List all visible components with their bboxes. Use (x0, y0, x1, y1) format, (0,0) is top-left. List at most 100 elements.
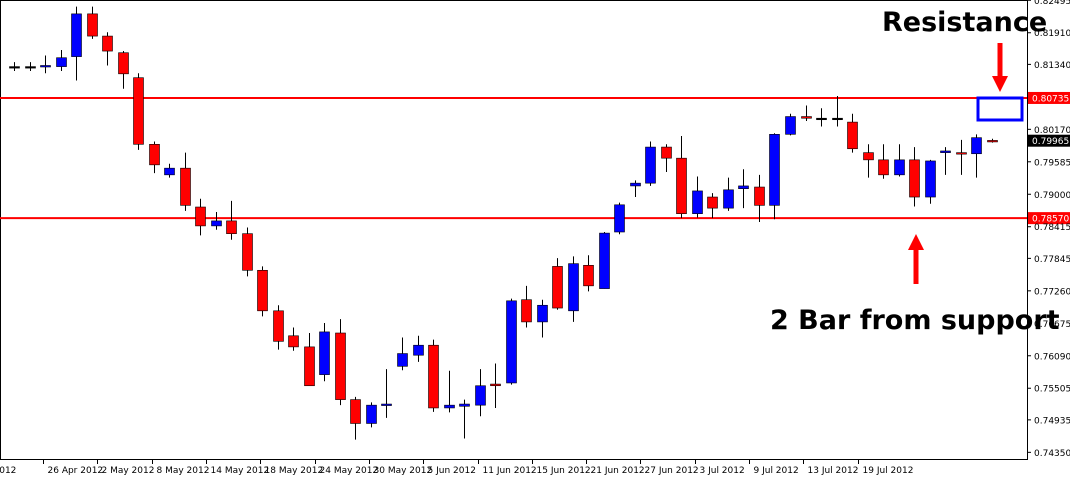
candle (397, 337, 408, 371)
candle (319, 323, 330, 382)
candle-body (397, 353, 408, 367)
y-tick-label: 0.76090 (1034, 352, 1070, 362)
candle-body (863, 152, 874, 161)
candle (723, 177, 734, 211)
candle-body (413, 344, 424, 356)
candle (599, 231, 610, 289)
candle-body (785, 116, 796, 135)
candle-body (149, 144, 160, 166)
candle (180, 152, 191, 211)
y-tick-label: 0.79000 (1034, 191, 1070, 201)
candle-body (444, 404, 455, 409)
candle-body (56, 57, 67, 67)
y-tick-label: 0.79585 (1034, 158, 1070, 168)
candle (413, 335, 424, 362)
candle-body (40, 65, 51, 68)
candle-body (816, 117, 827, 121)
price-tag: 0.78570 (1032, 215, 1069, 225)
candle (444, 370, 455, 413)
candle (40, 55, 51, 74)
candle-body (335, 332, 346, 400)
candle (490, 363, 501, 408)
candle-body (940, 150, 951, 153)
candle (242, 227, 253, 277)
x-tick-label: 3 Jul 2012 (700, 466, 745, 476)
x-tick-label: 13 Jul 2012 (808, 466, 859, 476)
candle (226, 200, 237, 240)
plot-frame (0, 0, 1028, 460)
candle-body (381, 403, 392, 406)
x-tick-label: 30 May 2012 (374, 466, 433, 476)
x-tick-label: 2012 (0, 466, 16, 476)
candle-body (832, 117, 843, 121)
candle (273, 305, 284, 350)
candle-body (506, 300, 517, 384)
x-tick-label: 26 Apr 2012 (48, 466, 104, 476)
candle-body (102, 35, 113, 52)
candle (894, 144, 905, 177)
candle-body (195, 206, 206, 227)
candle (676, 135, 687, 219)
candle-body (723, 189, 734, 209)
y-tick-label: 0.82495 (1034, 0, 1070, 7)
x-tick-label: 5 Jun 2012 (428, 466, 476, 476)
candle (661, 144, 672, 173)
candle (506, 298, 517, 385)
candle (925, 159, 936, 204)
candle-body (226, 220, 237, 234)
candle-body (366, 404, 377, 424)
candle-body (257, 269, 268, 312)
x-tick-label: 14 May 2012 (211, 466, 270, 476)
candle-body (164, 167, 175, 176)
candle-body (599, 232, 610, 289)
candle-body (9, 66, 20, 69)
candle (568, 256, 579, 322)
candle-body (583, 264, 594, 287)
candle (164, 163, 175, 178)
candle-body (490, 383, 501, 387)
candle (769, 133, 780, 220)
candle-body (894, 159, 905, 176)
candle-body (211, 220, 222, 227)
candle-body (909, 159, 920, 198)
candle-body (304, 346, 315, 387)
current-price-bg (1028, 134, 1070, 147)
price-tag: 0.80735 (1032, 94, 1069, 104)
candle (25, 62, 36, 72)
x-tick-label: 24 May 2012 (320, 466, 379, 476)
candle-body (133, 77, 144, 145)
candle (754, 174, 765, 223)
candle-body (754, 186, 765, 206)
candle-body (25, 66, 36, 69)
price-tag-bg (1028, 91, 1070, 104)
candle (832, 96, 843, 127)
support-annotation: 2 Bar from support (770, 305, 1060, 336)
candle (956, 139, 967, 175)
candle (630, 180, 641, 198)
candle (381, 369, 392, 418)
candle-body (847, 121, 858, 150)
x-tick-label: 21 Jun 2012 (591, 466, 645, 476)
candle (149, 141, 160, 174)
candle (847, 113, 858, 153)
candle (87, 6, 98, 39)
candle (801, 105, 812, 121)
candle (459, 399, 470, 439)
x-tick-label: 27 Jun 2012 (645, 466, 699, 476)
candle (878, 144, 889, 179)
y-tick-label: 0.77260 (1034, 287, 1070, 297)
candle-body (707, 196, 718, 209)
candle (257, 266, 268, 317)
candle (537, 299, 548, 338)
candle-body (987, 140, 998, 143)
candle (816, 108, 827, 127)
candle (211, 212, 222, 230)
support-arrow (908, 234, 924, 284)
x-tick-label: 8 May 2012 (157, 466, 210, 476)
resistance-annotation: Resistance (882, 7, 1047, 38)
candle (645, 141, 656, 186)
y-tick-label: 0.75505 (1034, 385, 1070, 395)
candle (102, 32, 113, 66)
candle-body (273, 310, 284, 342)
candle-body (630, 182, 641, 187)
